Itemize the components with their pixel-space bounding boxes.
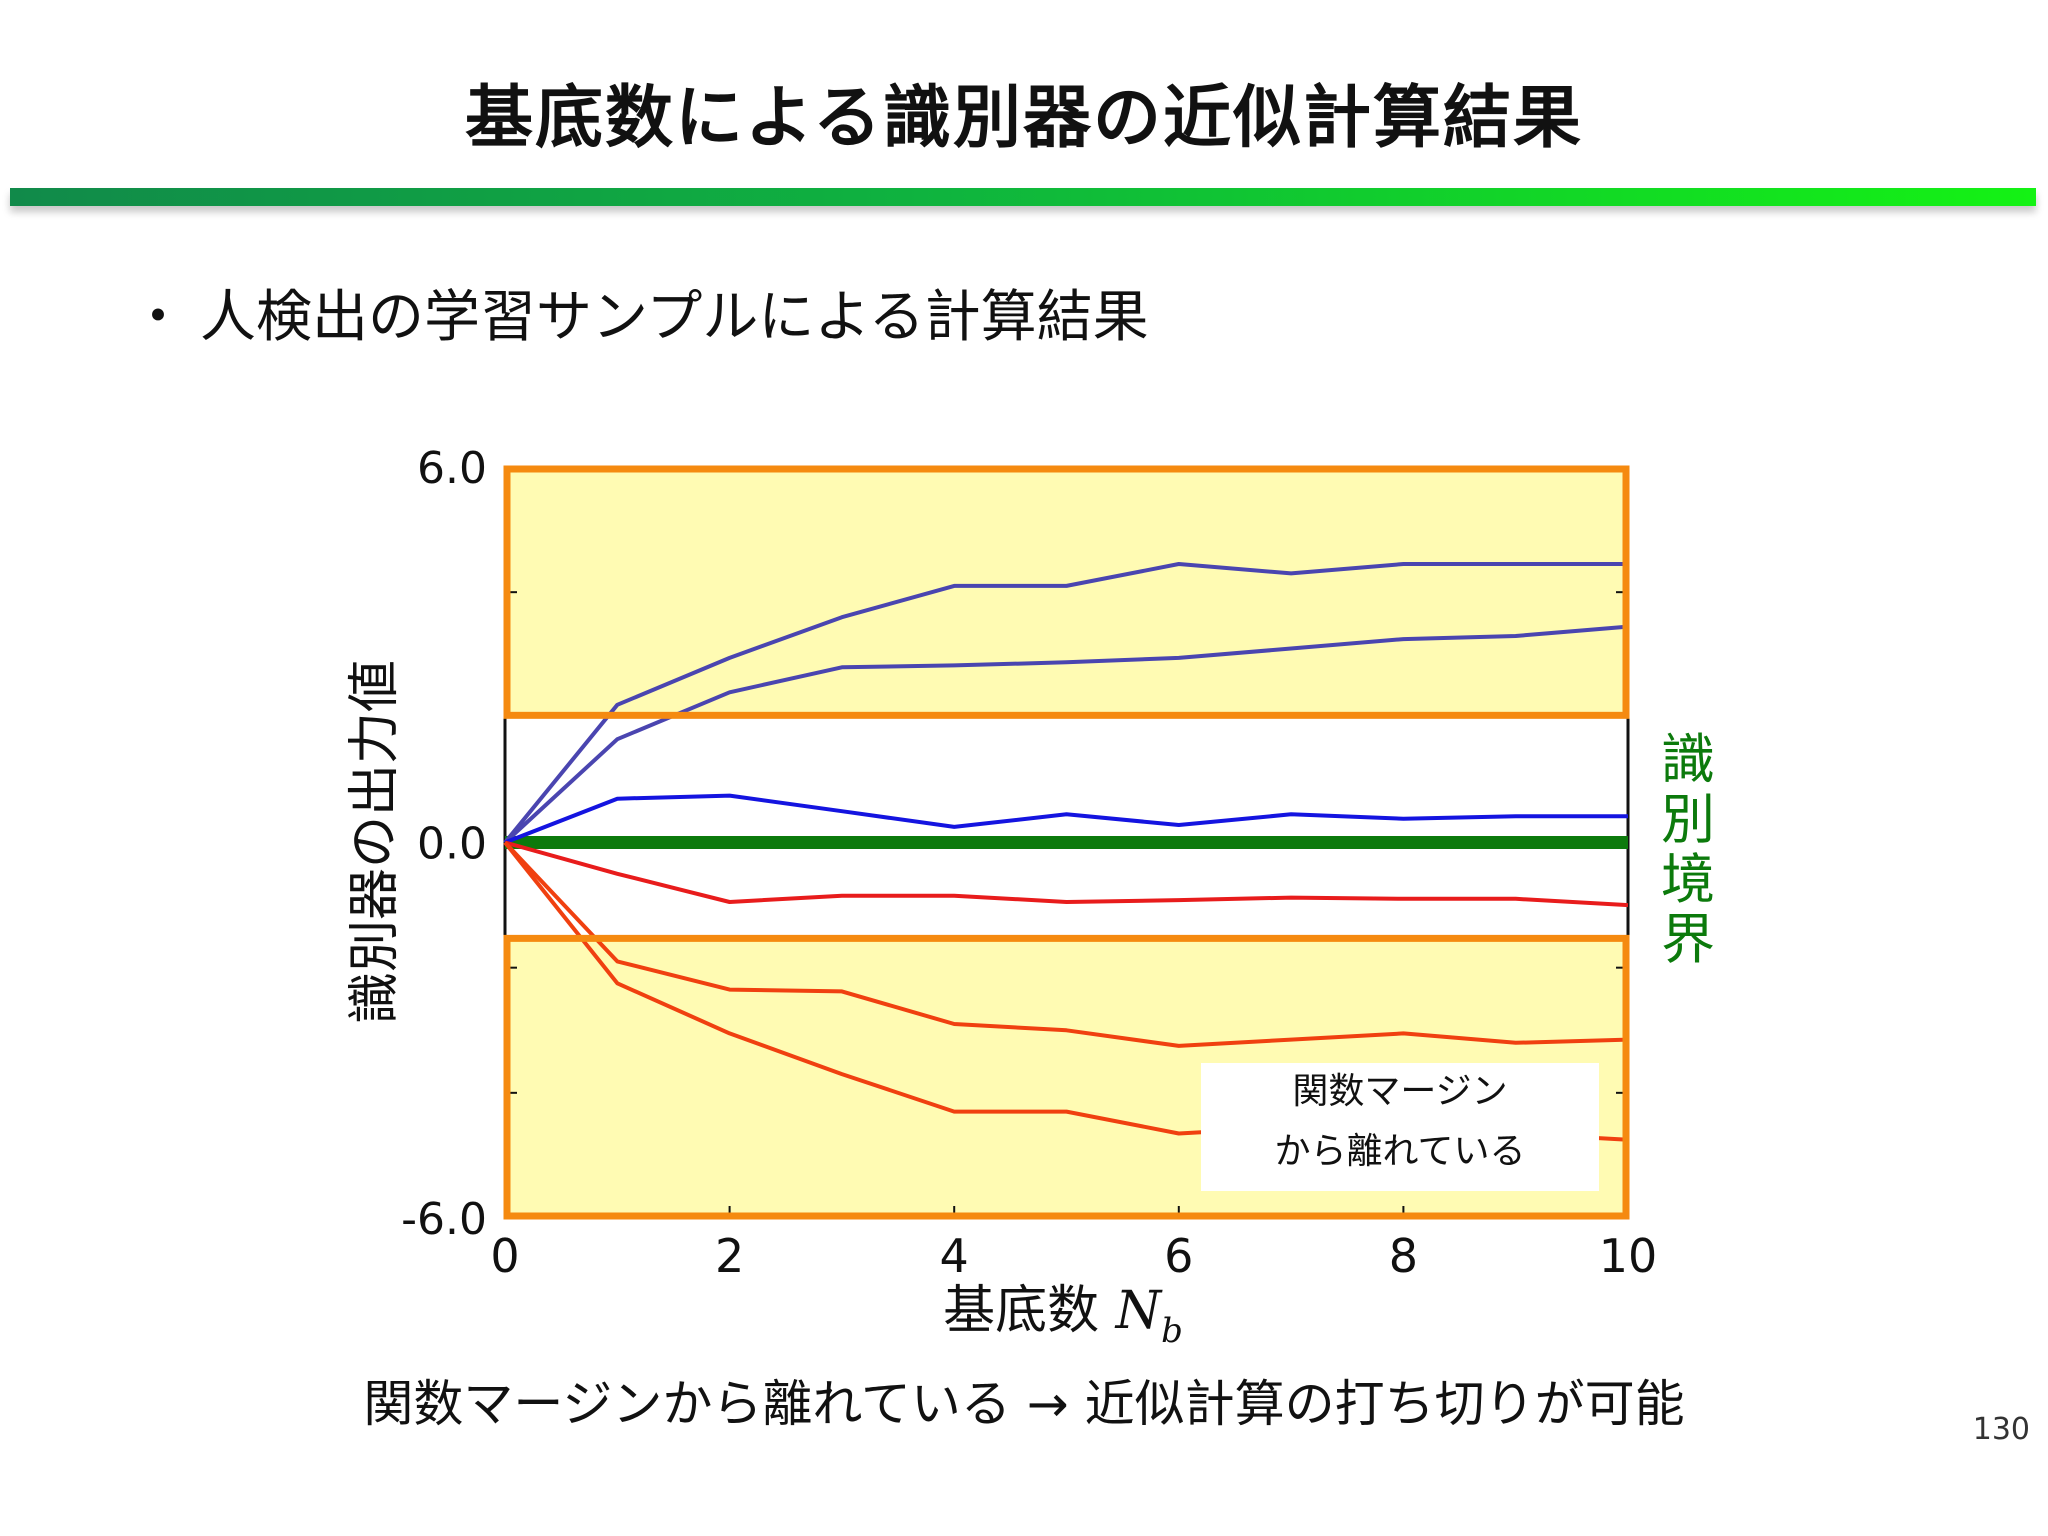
x-tick-label: 0 — [490, 1229, 519, 1283]
boundary-label-char: 界 — [1661, 908, 1715, 971]
x-tick-label: 10 — [1599, 1229, 1658, 1283]
annotation-box — [1201, 1063, 1599, 1191]
x-tick-label: 8 — [1389, 1229, 1418, 1283]
y-axis-label: 識別器の出力値 — [345, 660, 405, 1024]
boundary-label-char: 境 — [1661, 848, 1715, 911]
boundary-label-char: 識 — [1661, 728, 1715, 791]
page-number: 130 — [1972, 1412, 2030, 1447]
x-axis-symbol: N — [1114, 1281, 1163, 1341]
footnote: 関数マージンから離れている → 近似計算の打ち切りが可能 — [363, 1375, 1685, 1433]
x-axis-label-text: 基底数 — [943, 1281, 1116, 1341]
title-divider — [10, 188, 2036, 206]
bullet-marker: ・ — [130, 285, 186, 350]
boundary-label-char: 別 — [1661, 788, 1715, 851]
bullet-point: ・人検出の学習サンプルによる計算結果 — [130, 272, 1149, 353]
series-line-4 — [504, 840, 1629, 908]
annotation-line-1: 関数マージン — [1292, 1071, 1507, 1112]
x-tick-label: 4 — [940, 1229, 969, 1283]
series-line-5 — [503, 841, 1629, 1048]
y-tick-label: 6.0 — [417, 443, 487, 494]
x-axis-subscript: b — [1161, 1311, 1183, 1351]
lower-margin-border — [503, 934, 1630, 1220]
series-line-1 — [503, 562, 1628, 844]
x-tick-label: 6 — [1164, 1229, 1193, 1283]
x-axis-label: 基底数 Nb — [943, 1281, 1183, 1351]
bullet-text: 人検出の学習サンプルによる計算結果 — [200, 285, 1149, 350]
series-line-3 — [504, 793, 1628, 845]
annotation-line-2: から離れている — [1275, 1131, 1526, 1172]
upper-margin-border — [503, 465, 1630, 719]
y-tick-label: 0.0 — [417, 819, 487, 870]
series-line-2 — [503, 624, 1629, 844]
y-tick-label: -6.0 — [401, 1194, 487, 1245]
slide-title: 基底数による識別器の近似計算結果 — [465, 79, 1583, 158]
x-tick-label: 2 — [715, 1229, 744, 1283]
